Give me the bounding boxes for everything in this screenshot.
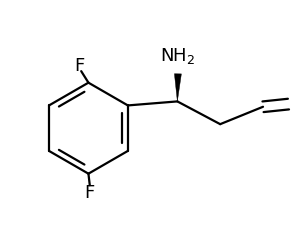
Text: NH$_2$: NH$_2$ [160,46,196,66]
Text: F: F [85,183,95,201]
Polygon shape [174,75,182,102]
Text: F: F [75,57,85,75]
